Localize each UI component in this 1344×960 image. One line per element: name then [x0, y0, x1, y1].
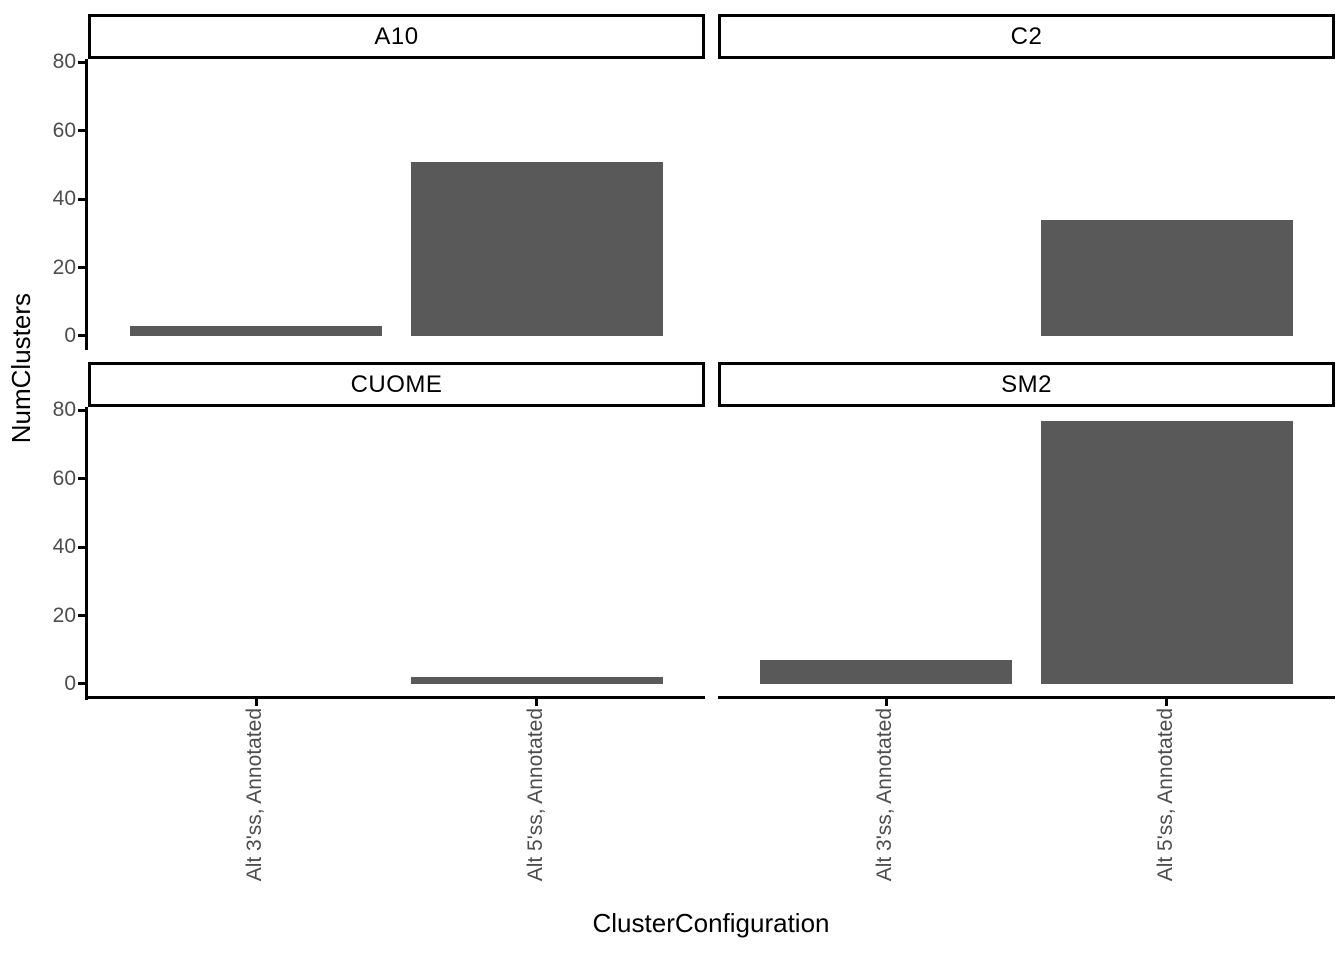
x-tick-mark [535, 699, 539, 706]
x-tick-mark [254, 699, 258, 706]
y-axis-tick-label: 60 [52, 118, 76, 142]
y-axis-tick-label: 80 [52, 398, 76, 422]
x-tick-mark [884, 699, 888, 706]
facet-strip-cuome: CUOME [88, 362, 705, 407]
y-axis-tick-label: 60 [52, 466, 76, 490]
facet-strip-label-cuome: CUOME [350, 370, 443, 398]
y-tick-mark [78, 266, 85, 270]
y-tick-mark [78, 408, 85, 412]
x-axis-title: ClusterConfiguration [592, 908, 830, 938]
x-axis-tick-label: Alt 3'ss, Annotated [243, 708, 267, 882]
y-axis-line [85, 407, 88, 700]
bar-sm2-category-1 [760, 660, 1013, 684]
facet-strip-label-c2: C2 [1010, 22, 1043, 50]
y-tick-mark [78, 614, 85, 618]
facet-strip-label-a10: A10 [374, 22, 419, 50]
y-tick-mark [78, 334, 85, 338]
facet-strip-a10: A10 [88, 14, 705, 59]
x-axis-line [85, 696, 705, 699]
x-axis-tick-label: Alt 3'ss, Annotated [873, 708, 897, 882]
bar-a10-category-2 [410, 161, 663, 336]
facet-panel-cuome [88, 407, 705, 698]
y-tick-mark [78, 545, 85, 549]
x-axis-line [718, 696, 1335, 699]
x-axis-tick-label: Alt 5'ss, Annotated [1153, 708, 1177, 882]
y-tick-mark [78, 197, 85, 201]
y-axis-tick-label: 40 [52, 535, 76, 559]
x-axis-tick-label: Alt 5'ss, Annotated [523, 708, 547, 882]
bar-sm2-category-2 [1040, 420, 1293, 684]
y-axis-tick-label: 80 [52, 50, 76, 74]
y-axis-tick-label: 0 [64, 323, 76, 347]
facet-strip-c2: C2 [718, 14, 1335, 59]
bar-a10-category-1 [130, 325, 383, 336]
y-tick-mark [78, 60, 85, 64]
y-tick-mark [78, 477, 85, 481]
y-tick-mark [78, 129, 85, 133]
facet-strip-label-sm2: SM2 [1001, 370, 1052, 398]
y-axis-tick-label: 40 [52, 187, 76, 211]
x-tick-mark [1165, 699, 1169, 706]
facet-strip-sm2: SM2 [718, 362, 1335, 407]
y-axis-tick-label: 20 [52, 603, 76, 627]
y-tick-mark [78, 682, 85, 686]
y-axis-tick-label: 0 [64, 671, 76, 695]
y-axis-line [85, 59, 88, 350]
bar-cuome-category-2 [410, 677, 663, 684]
y-axis-tick-label: 20 [52, 255, 76, 279]
bar-c2-category-2 [1040, 219, 1293, 336]
